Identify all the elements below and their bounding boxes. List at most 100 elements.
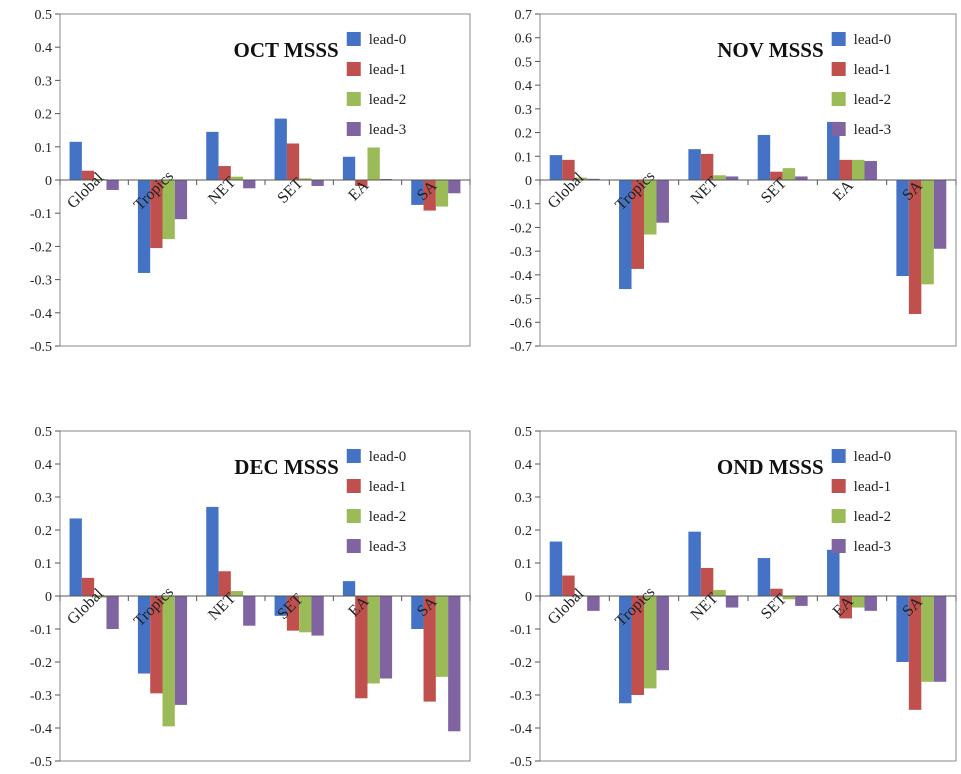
bar-lead-3-Global xyxy=(106,596,119,629)
chart-title: OND MSSS xyxy=(717,455,824,479)
bar-lead-2-NET xyxy=(230,591,244,596)
y-tick-label: 0.1 xyxy=(515,557,533,572)
bar-lead-3-SET xyxy=(795,176,808,180)
bar-lead-2-SET xyxy=(299,596,312,633)
bar-lead-2-Tropics xyxy=(644,596,657,689)
bar-lead-2-SET xyxy=(782,168,796,180)
legend-swatch xyxy=(831,62,846,76)
y-tick-label: -0.1 xyxy=(30,207,52,222)
y-tick-label: 0.3 xyxy=(515,103,533,118)
bar-lead-0-Global xyxy=(69,518,82,596)
bar-lead-1-SET xyxy=(770,171,783,180)
bar-lead-1-Global xyxy=(562,159,575,180)
bar-lead-2-SA xyxy=(435,596,449,677)
bar-lead-3-SA xyxy=(933,596,947,682)
bar-lead-0-SA xyxy=(411,596,424,629)
bar-lead-0-SET xyxy=(757,134,771,180)
legend-label: lead-0 xyxy=(369,449,406,465)
chart-panel-1: 0.50.40.30.20.10-0.1-0.2-0.3-0.4-0.5Glob… xyxy=(30,8,471,355)
y-tick-label: -0.2 xyxy=(510,656,532,671)
bar-lead-2-SET xyxy=(299,178,312,180)
bar-lead-1-EA xyxy=(839,596,852,619)
y-tick-label: 0 xyxy=(525,174,532,189)
y-tick-label: 0.3 xyxy=(35,491,53,506)
y-tick-label: 0.3 xyxy=(35,74,53,89)
bar-lead-0-NET xyxy=(688,149,701,180)
y-tick-label: 0.1 xyxy=(35,557,53,572)
bar-lead-1-SA xyxy=(423,180,436,211)
y-tick-label: 0.1 xyxy=(515,150,533,165)
legend-label: lead-1 xyxy=(369,479,406,495)
y-tick-label: 0 xyxy=(45,590,52,605)
category-label: EA xyxy=(830,177,857,204)
legend-label: lead-3 xyxy=(369,122,406,138)
y-tick-label: -0.1 xyxy=(510,623,532,638)
y-tick-label: 0.1 xyxy=(35,141,53,156)
bar-lead-1-EA xyxy=(355,180,368,186)
legend-swatch xyxy=(831,122,846,136)
bar-lead-3-Global xyxy=(587,596,600,611)
legend-label: lead-1 xyxy=(854,479,891,495)
bar-lead-3-SA xyxy=(448,596,461,732)
y-tick-label: 0.2 xyxy=(515,524,533,539)
bar-lead-1-NET xyxy=(218,166,231,180)
bar-lead-3-SA xyxy=(933,180,947,249)
bar-lead-1-SET xyxy=(286,596,300,631)
bar-lead-1-Tropics xyxy=(150,180,163,249)
y-tick-label: 0.5 xyxy=(515,425,533,440)
legend-swatch xyxy=(831,449,846,463)
bar-lead-3-SA xyxy=(448,180,461,194)
bar-lead-0-EA xyxy=(827,549,840,596)
y-tick-label: 0.4 xyxy=(35,458,53,473)
legend-label: lead-2 xyxy=(854,509,891,525)
bar-lead-0-NET xyxy=(688,531,701,596)
y-tick-label: 0.5 xyxy=(35,8,53,23)
y-tick-label: 0.4 xyxy=(515,79,533,94)
bar-lead-2-EA xyxy=(367,596,380,684)
legend-label: lead-1 xyxy=(854,62,891,78)
bar-lead-3-SET xyxy=(311,180,324,186)
legend-swatch xyxy=(346,539,361,553)
y-tick-label: 0.2 xyxy=(515,127,533,142)
bar-lead-0-SET xyxy=(274,596,287,616)
category-label: EA xyxy=(345,177,372,204)
bar-lead-1-Global xyxy=(81,577,95,596)
bar-lead-3-Tropics xyxy=(656,180,669,223)
y-tick-label: -0.5 xyxy=(30,340,52,355)
legend-label: lead-0 xyxy=(854,449,891,465)
bar-lead-0-NET xyxy=(206,131,219,180)
legend-label: lead-2 xyxy=(369,92,406,108)
bar-lead-0-Tropics xyxy=(619,596,632,704)
y-tick-label: 0.2 xyxy=(35,108,53,123)
bar-lead-3-NET xyxy=(243,596,256,626)
y-tick-label: 0.7 xyxy=(515,8,533,23)
bar-lead-3-EA xyxy=(379,596,393,679)
y-tick-label: -0.7 xyxy=(510,340,532,355)
bar-lead-1-SET xyxy=(286,143,300,180)
bar-lead-0-SA xyxy=(896,596,909,662)
bar-lead-3-NET xyxy=(243,180,256,189)
legend-label: lead-0 xyxy=(854,32,891,48)
legend-swatch xyxy=(831,479,846,493)
legend-swatch xyxy=(831,92,846,106)
y-tick-label: -0.4 xyxy=(30,307,52,322)
bar-lead-3-Global xyxy=(587,178,600,180)
y-tick-label: -0.2 xyxy=(30,240,52,255)
bar-lead-0-SET xyxy=(274,118,287,180)
chart-title: DEC MSSS xyxy=(234,455,338,479)
bar-lead-0-Global xyxy=(69,141,82,180)
bar-lead-3-Tropics xyxy=(174,180,188,220)
chart-title: NOV MSSS xyxy=(717,38,823,62)
bar-lead-3-NET xyxy=(725,176,739,180)
bar-lead-3-Tropics xyxy=(656,596,669,671)
bar-lead-1-NET xyxy=(218,571,231,596)
y-tick-label: 0.5 xyxy=(35,425,53,440)
y-tick-label: -0.3 xyxy=(510,245,532,260)
legend-swatch xyxy=(346,92,361,106)
bar-lead-3-SET xyxy=(311,596,324,636)
legend-swatch xyxy=(346,122,361,136)
bar-lead-1-Global xyxy=(81,170,95,180)
bar-lead-0-NET xyxy=(206,506,219,596)
bar-lead-3-Tropics xyxy=(174,596,188,705)
bar-lead-1-SA xyxy=(423,596,436,702)
